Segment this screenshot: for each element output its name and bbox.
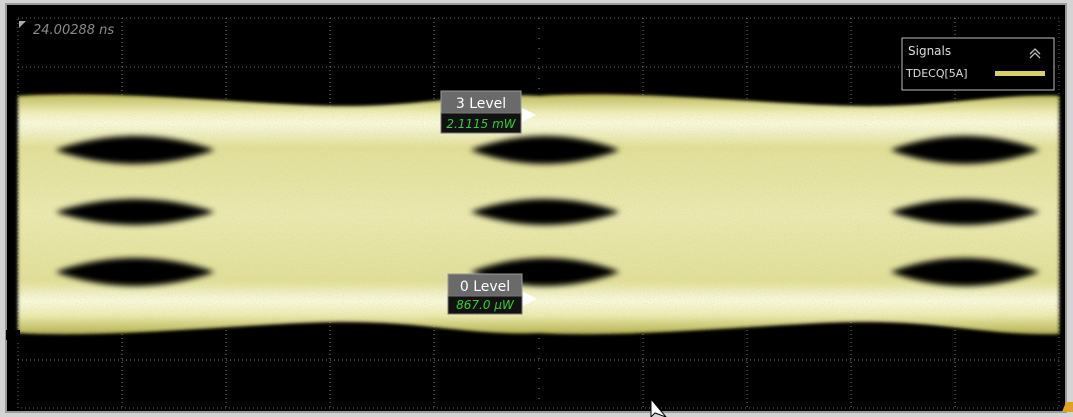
marker-label: 0 Level [460,279,510,295]
marker-value: 2.1115 mW [446,117,516,131]
marker-value: 867.0 µW [456,298,515,312]
legend-title: Signals [908,44,951,58]
marker-label: 3 Level [456,96,506,112]
timestamp-text: 24.00288 ns [33,23,114,38]
timestamp: 24.00288 ns [19,21,114,38]
marker-3-level[interactable]: 3 Level 2.1115 mW [440,90,536,134]
mouse-cursor [650,397,667,417]
legend[interactable]: Signals TDECQ[5A] [901,37,1055,91]
marker-0-level[interactable]: 0 Level 867.0 µW [447,273,537,315]
legend-entry: TDECQ[5A] [905,67,968,80]
corner-marker [1062,402,1073,412]
legend-swatch [995,71,1045,76]
eye-pattern [6,94,1059,340]
